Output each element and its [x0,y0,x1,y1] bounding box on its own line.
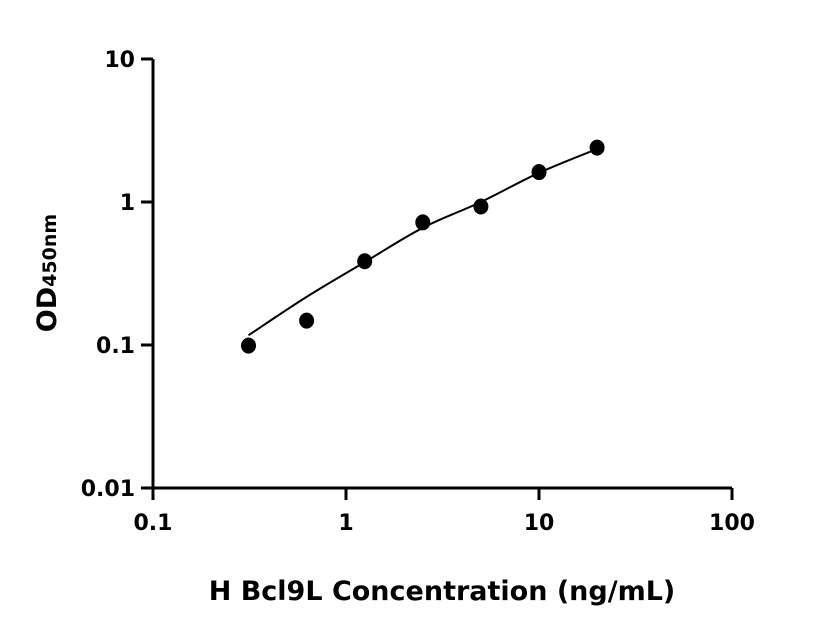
data-point [415,214,431,231]
x-tick-label: 10 [524,511,555,536]
y-tick-label: 1 [120,191,135,216]
data-point [299,312,315,329]
y-tick-label: 0.1 [96,334,135,359]
y-tick-label: 0.01 [81,477,135,502]
data-point [241,337,257,354]
y-tick-label: 10 [104,48,135,73]
x-tick-label: 0.1 [134,511,173,536]
y-axis-label: OD450nm [32,214,63,332]
x-axis-label: H Bcl9L Concentration (ng/mL) [209,576,676,607]
data-point [589,139,605,156]
x-tick-label: 1 [338,511,353,536]
data-point [473,198,489,215]
data-point [357,253,373,270]
data-point [531,164,547,181]
x-tick-label: 100 [709,511,755,536]
